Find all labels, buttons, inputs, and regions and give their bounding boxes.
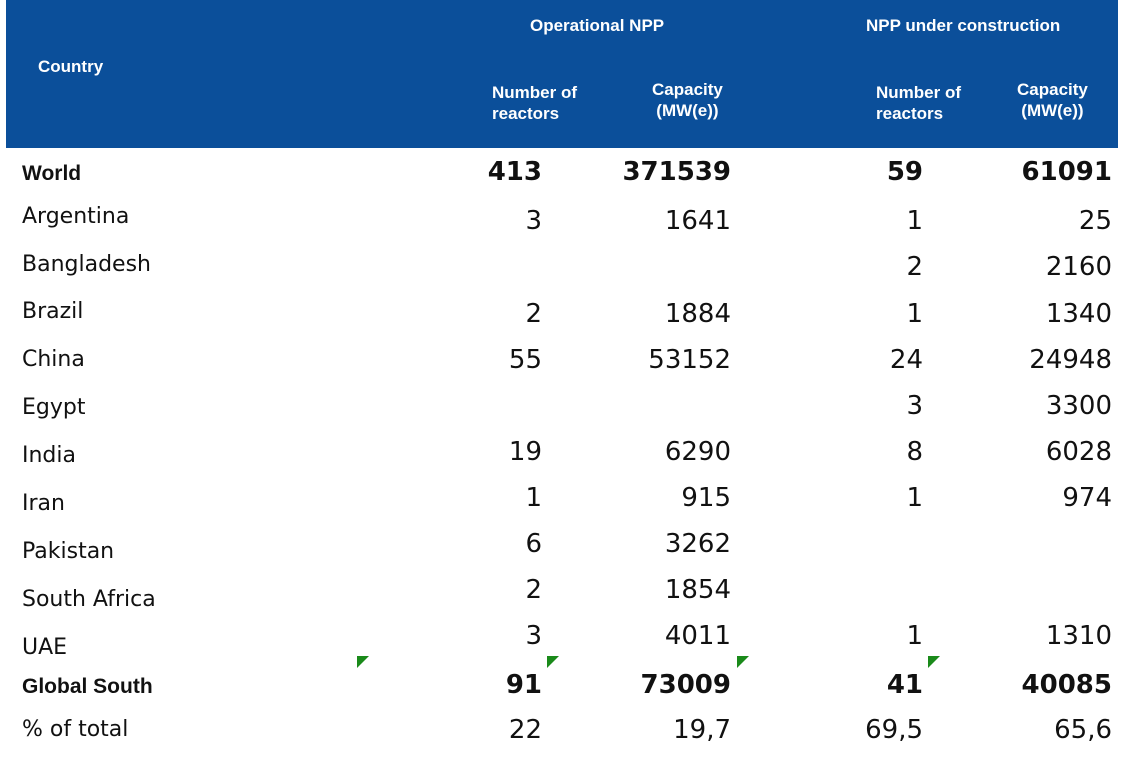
op-capacity-cell: 6290 bbox=[664, 437, 731, 467]
header-text: Capacity bbox=[652, 80, 723, 99]
uc-capacity-cell: 3300 bbox=[1045, 391, 1112, 421]
op-reactors-cell: 2 bbox=[525, 299, 542, 329]
country-cell: % of total bbox=[22, 717, 129, 742]
uc-capacity-cell: 40085 bbox=[1021, 670, 1112, 700]
header-npp-under-construction: NPP under construction bbox=[866, 16, 1061, 35]
op-capacity-cell: 3262 bbox=[664, 529, 731, 559]
comment-flag-icon[interactable] bbox=[928, 656, 940, 668]
comment-flag-icon[interactable] bbox=[547, 656, 559, 668]
op-reactors-cell: 6 bbox=[525, 529, 542, 559]
uc-capacity-cell: 65,6 bbox=[1054, 715, 1112, 745]
uc-capacity-cell: 2160 bbox=[1045, 252, 1112, 282]
uc-reactors-cell: 69,5 bbox=[865, 715, 923, 745]
table-row: Egypt 3 3300 bbox=[0, 391, 1126, 437]
country-cell: UAE bbox=[22, 635, 68, 660]
op-reactors-cell: 3 bbox=[525, 206, 542, 236]
op-reactors-cell: 2 bbox=[525, 575, 542, 605]
header-text: Number of bbox=[876, 83, 961, 102]
table-row: Bangladesh 2 2160 bbox=[0, 250, 1126, 294]
op-capacity-cell: 1854 bbox=[664, 575, 731, 605]
header-op-capacity: Capacity (MW(e)) bbox=[652, 79, 723, 121]
op-reactors-cell: 91 bbox=[505, 670, 542, 700]
uc-reactors-cell: 24 bbox=[889, 345, 923, 375]
country-cell: Egypt bbox=[22, 395, 86, 420]
table-row-world: World 413 371539 59 61091 bbox=[0, 157, 1126, 201]
uc-reactors-cell: 41 bbox=[886, 670, 923, 700]
header-uc-capacity: Capacity (MW(e)) bbox=[1017, 79, 1088, 121]
op-capacity-cell: 53152 bbox=[648, 345, 731, 375]
op-capacity-cell: 1884 bbox=[664, 299, 731, 329]
header-operational-npp: Operational NPP bbox=[530, 16, 665, 35]
country-cell: Bangladesh bbox=[22, 252, 151, 277]
country-cell: Argentina bbox=[22, 204, 130, 229]
header-text: reactors bbox=[492, 104, 560, 123]
comment-flag-icon[interactable] bbox=[357, 656, 369, 668]
uc-capacity-cell: 974 bbox=[1062, 483, 1112, 513]
op-capacity-cell: 4011 bbox=[664, 621, 731, 651]
header-text: (MW(e)) bbox=[1021, 101, 1084, 120]
table-row: UAE 3 4011 1 1310 bbox=[0, 621, 1126, 677]
uc-capacity-cell: 25 bbox=[1078, 206, 1112, 236]
table-row: South Africa 2 1854 bbox=[0, 575, 1126, 629]
uc-capacity-cell: 61091 bbox=[1021, 157, 1112, 187]
op-capacity-cell: 915 bbox=[681, 483, 731, 513]
table-row: Brazil 2 1884 1 1340 bbox=[0, 297, 1126, 341]
header-text: reactors bbox=[876, 104, 944, 123]
uc-reactors-cell: 1 bbox=[906, 483, 923, 513]
country-cell: World bbox=[22, 162, 82, 185]
op-capacity-cell: 19,7 bbox=[673, 715, 731, 745]
table-row-global-south: Global South 91 73009 41 40085 bbox=[0, 670, 1126, 714]
op-reactors-cell: 19 bbox=[508, 437, 542, 467]
uc-capacity-cell: 24948 bbox=[1029, 345, 1112, 375]
table-row: Argentina 3 1641 1 25 bbox=[0, 202, 1126, 246]
uc-reactors-cell: 8 bbox=[906, 437, 923, 467]
op-reactors-cell: 55 bbox=[508, 345, 542, 375]
country-cell: Pakistan bbox=[22, 539, 115, 564]
table-row: China 55 53152 24 24948 bbox=[0, 345, 1126, 389]
header-country: Country bbox=[38, 57, 104, 76]
uc-capacity-cell: 1310 bbox=[1045, 621, 1112, 651]
op-capacity-cell: 1641 bbox=[664, 206, 731, 236]
op-reactors-cell: 22 bbox=[508, 715, 542, 745]
table-row: India 19 6290 8 6028 bbox=[0, 437, 1126, 485]
op-reactors-cell: 3 bbox=[525, 621, 542, 651]
op-capacity-cell: 73009 bbox=[640, 670, 731, 700]
uc-capacity-cell: 6028 bbox=[1045, 437, 1112, 467]
uc-reactors-cell: 1 bbox=[906, 206, 923, 236]
header-text: Number of bbox=[492, 83, 577, 102]
op-capacity-cell: 371539 bbox=[622, 157, 731, 187]
table-row: Pakistan 6 3262 bbox=[0, 529, 1126, 581]
country-cell: India bbox=[22, 443, 76, 468]
uc-reactors-cell: 59 bbox=[886, 157, 923, 187]
op-reactors-cell: 1 bbox=[525, 483, 542, 513]
country-cell: Global South bbox=[22, 675, 153, 698]
op-reactors-cell: 413 bbox=[487, 157, 542, 187]
uc-reactors-cell: 1 bbox=[906, 621, 923, 651]
country-cell: China bbox=[22, 347, 85, 372]
country-cell: Iran bbox=[22, 491, 65, 516]
country-cell: Brazil bbox=[22, 299, 84, 324]
table-row-percent-of-total: % of total 22 19,7 69,5 65,6 bbox=[0, 715, 1126, 759]
header-text: Capacity bbox=[1017, 80, 1088, 99]
uc-capacity-cell: 1340 bbox=[1045, 299, 1112, 329]
header-uc-number-of-reactors: Number of reactors bbox=[876, 82, 961, 124]
uc-reactors-cell: 3 bbox=[906, 391, 923, 421]
table-row: Iran 1 915 1 974 bbox=[0, 483, 1126, 533]
uc-reactors-cell: 1 bbox=[906, 299, 923, 329]
header-text: (MW(e)) bbox=[656, 101, 719, 120]
header-op-number-of-reactors: Number of reactors bbox=[492, 82, 577, 124]
uc-reactors-cell: 2 bbox=[906, 252, 923, 282]
country-cell: South Africa bbox=[22, 587, 156, 612]
comment-flag-icon[interactable] bbox=[737, 656, 749, 668]
table-header: Country Operational NPP NPP under constr… bbox=[6, 0, 1118, 148]
